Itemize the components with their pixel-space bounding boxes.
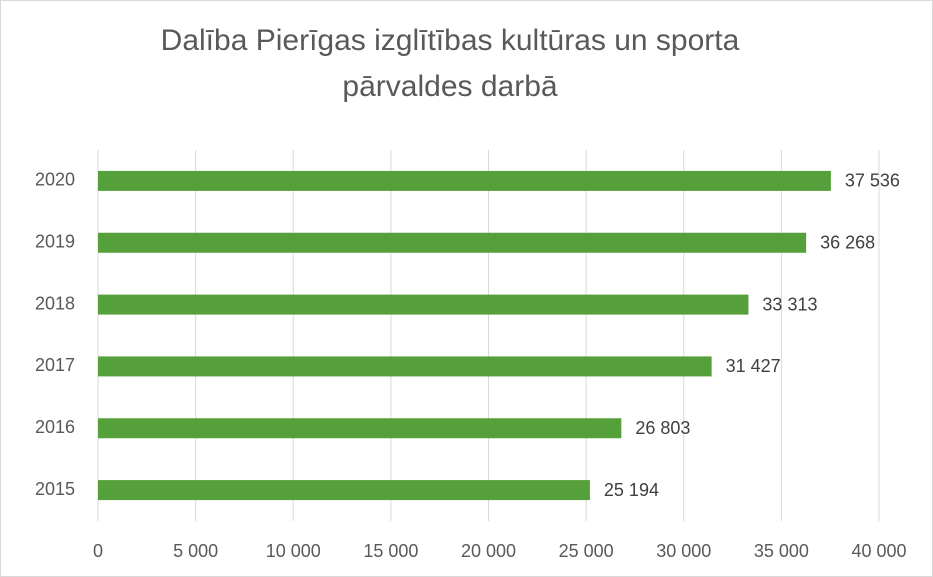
data-label: 25 194: [604, 480, 659, 500]
bar: [98, 356, 712, 377]
bar: [98, 480, 590, 501]
x-tick-label: 0: [93, 541, 103, 561]
y-tick-label: 2017: [35, 355, 75, 375]
y-tick-label: 2015: [35, 479, 75, 499]
y-tick-label: 2016: [35, 417, 75, 437]
y-tick-label: 2019: [35, 232, 75, 252]
data-label: 36 268: [820, 233, 875, 253]
data-label: 33 313: [762, 294, 817, 314]
x-tick-label: 10 000: [266, 541, 321, 561]
x-tick-label: 20 000: [461, 541, 516, 561]
bar: [98, 232, 807, 253]
x-tick-label: 15 000: [363, 541, 418, 561]
y-tick-label: 2020: [35, 170, 75, 190]
bar: [98, 418, 622, 439]
data-label: 31 427: [726, 356, 781, 376]
bar: [98, 294, 749, 315]
x-tick-label: 25 000: [559, 541, 614, 561]
chart-title: pārvaldes darbā: [342, 70, 557, 103]
y-tick-label: 2018: [35, 293, 75, 313]
chart-title: Dalība Pierīgas izglītības kultūras un s…: [161, 24, 740, 57]
data-label: 37 536: [845, 171, 900, 191]
x-tick-label: 30 000: [656, 541, 711, 561]
x-tick-label: 35 000: [754, 541, 809, 561]
bar: [98, 170, 831, 191]
x-tick-label: 40 000: [851, 541, 906, 561]
data-label: 26 803: [635, 418, 690, 438]
x-tick-label: 5 000: [173, 541, 218, 561]
